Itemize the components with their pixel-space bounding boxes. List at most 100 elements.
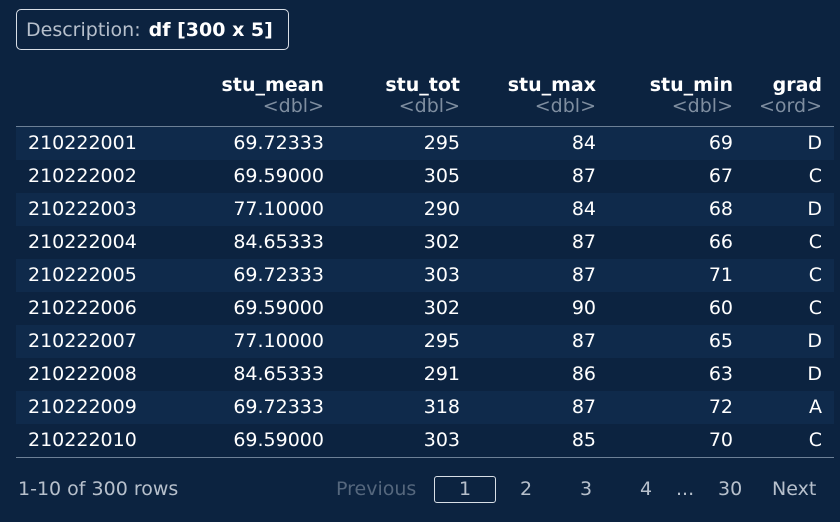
cell-grad: C [808, 264, 822, 286]
table-row: 210222006 69.59000 302 90 60 C [16, 292, 834, 325]
cell-stu-mean: 84.65333 [233, 231, 324, 253]
table-row: 210222010 69.59000 303 85 70 C [16, 424, 834, 457]
cell-stu-max: 87 [571, 330, 596, 352]
cell-stu-min: 68 [708, 198, 733, 220]
cell-stu-max: 84 [571, 132, 596, 154]
column-name: stu_min [649, 74, 733, 96]
cell-stu-tot: 305 [423, 165, 460, 187]
description-box: Description: df [300 x 5] [16, 9, 289, 50]
table-bottom-divider [16, 457, 834, 458]
pagination: Previous 1 2 3 4 ... 30 Next [336, 470, 826, 508]
cell-stu-max: 87 [571, 165, 596, 187]
page-button-3[interactable]: 3 [580, 478, 593, 500]
table-row: 210222005 69.72333 303 87 71 C [16, 259, 834, 292]
cell-stu-mean: 69.72333 [233, 132, 324, 154]
row-id: 210222002 [28, 165, 137, 187]
cell-stu-mean: 77.10000 [233, 198, 324, 220]
page-button-2[interactable]: 2 [520, 478, 533, 500]
page-button-30[interactable]: 30 [718, 478, 743, 500]
cell-grad: C [808, 429, 822, 451]
cell-stu-min: 60 [708, 297, 733, 319]
page-button-current[interactable]: 1 [434, 476, 496, 503]
row-id: 210222009 [28, 396, 137, 418]
page-button-4[interactable]: 4 [640, 478, 653, 500]
cell-grad: D [807, 132, 822, 154]
column-type: <ord> [758, 95, 822, 117]
cell-grad: C [808, 297, 822, 319]
column-name: stu_mean [221, 74, 324, 96]
column-header-stu-max[interactable]: stu_max <dbl> [508, 74, 596, 116]
table-row: 210222009 69.72333 318 87 72 A [16, 391, 834, 424]
pagination-ellipsis: ... [676, 478, 695, 500]
cell-stu-min: 63 [708, 363, 733, 385]
cell-stu-min: 69 [708, 132, 733, 154]
next-page-button[interactable]: Next [772, 478, 817, 500]
table-row: 210222002 69.59000 305 87 67 C [16, 160, 834, 193]
cell-stu-mean: 69.72333 [233, 396, 324, 418]
table-row: 210222003 77.10000 290 84 68 D [16, 193, 834, 226]
table-row: 210222004 84.65333 302 87 66 C [16, 226, 834, 259]
cell-stu-min: 66 [708, 231, 733, 253]
column-name: stu_max [507, 74, 596, 96]
cell-stu-max: 87 [571, 264, 596, 286]
table-row: 210222001 69.72333 295 84 69 D [16, 127, 834, 160]
cell-stu-tot: 302 [423, 297, 460, 319]
column-type: <dbl> [398, 95, 460, 117]
cell-stu-tot: 295 [423, 330, 460, 352]
cell-stu-max: 87 [571, 396, 596, 418]
row-id: 210222010 [28, 429, 137, 451]
table-row: 210222008 84.65333 291 86 63 D [16, 358, 834, 391]
description-value: df [300 x 5] [148, 18, 273, 41]
cell-stu-mean: 69.59000 [233, 429, 324, 451]
column-type: <dbl> [534, 95, 596, 117]
table-body: 210222001 69.72333 295 84 69 D 210222002… [16, 127, 834, 457]
row-id: 210222003 [28, 198, 137, 220]
column-header-grad[interactable]: grad <ord> [759, 74, 822, 116]
previous-page-button[interactable]: Previous [336, 478, 417, 500]
table-row: 210222007 77.10000 295 87 65 D [16, 325, 834, 358]
cell-stu-tot: 303 [423, 264, 460, 286]
description-label: Description: [26, 18, 141, 41]
cell-stu-max: 90 [571, 297, 596, 319]
cell-stu-max: 87 [571, 231, 596, 253]
cell-stu-tot: 303 [423, 429, 460, 451]
table-footer: 1-10 of 300 rows Previous 1 2 3 4 ... 30… [0, 470, 840, 508]
row-id: 210222001 [28, 132, 137, 154]
row-id: 210222006 [28, 297, 137, 319]
cell-grad: D [807, 198, 822, 220]
cell-stu-tot: 290 [423, 198, 460, 220]
column-header-stu-mean[interactable]: stu_mean <dbl> [222, 74, 324, 116]
data-table: stu_mean <dbl> stu_tot <dbl> stu_max <db… [16, 72, 834, 458]
cell-stu-tot: 318 [423, 396, 460, 418]
row-id: 210222007 [28, 330, 137, 352]
cell-stu-min: 65 [708, 330, 733, 352]
row-id: 210222004 [28, 231, 137, 253]
cell-stu-mean: 77.10000 [233, 330, 324, 352]
column-header-stu-tot[interactable]: stu_tot <dbl> [385, 74, 460, 116]
cell-stu-min: 67 [708, 165, 733, 187]
row-id: 210222008 [28, 363, 137, 385]
column-type: <dbl> [671, 95, 733, 117]
column-type: <dbl> [262, 95, 324, 117]
cell-stu-min: 72 [708, 396, 733, 418]
table-header: stu_mean <dbl> stu_tot <dbl> stu_max <db… [16, 72, 834, 127]
cell-stu-mean: 69.59000 [233, 165, 324, 187]
cell-stu-max: 86 [571, 363, 596, 385]
cell-stu-mean: 69.59000 [233, 297, 324, 319]
cell-stu-tot: 295 [423, 132, 460, 154]
cell-grad: C [808, 165, 822, 187]
column-name: grad [772, 74, 822, 96]
column-name: stu_tot [385, 74, 460, 96]
cell-grad: D [807, 363, 822, 385]
cell-grad: D [807, 330, 822, 352]
row-id: 210222005 [28, 264, 137, 286]
cell-stu-tot: 291 [423, 363, 460, 385]
cell-stu-min: 71 [708, 264, 733, 286]
cell-grad: A [809, 396, 822, 418]
column-header-stu-min[interactable]: stu_min <dbl> [650, 74, 733, 116]
cell-stu-min: 70 [708, 429, 733, 451]
cell-stu-mean: 84.65333 [233, 363, 324, 385]
row-count-info: 1-10 of 300 rows [18, 478, 179, 500]
cell-stu-tot: 302 [423, 231, 460, 253]
cell-stu-max: 84 [571, 198, 596, 220]
